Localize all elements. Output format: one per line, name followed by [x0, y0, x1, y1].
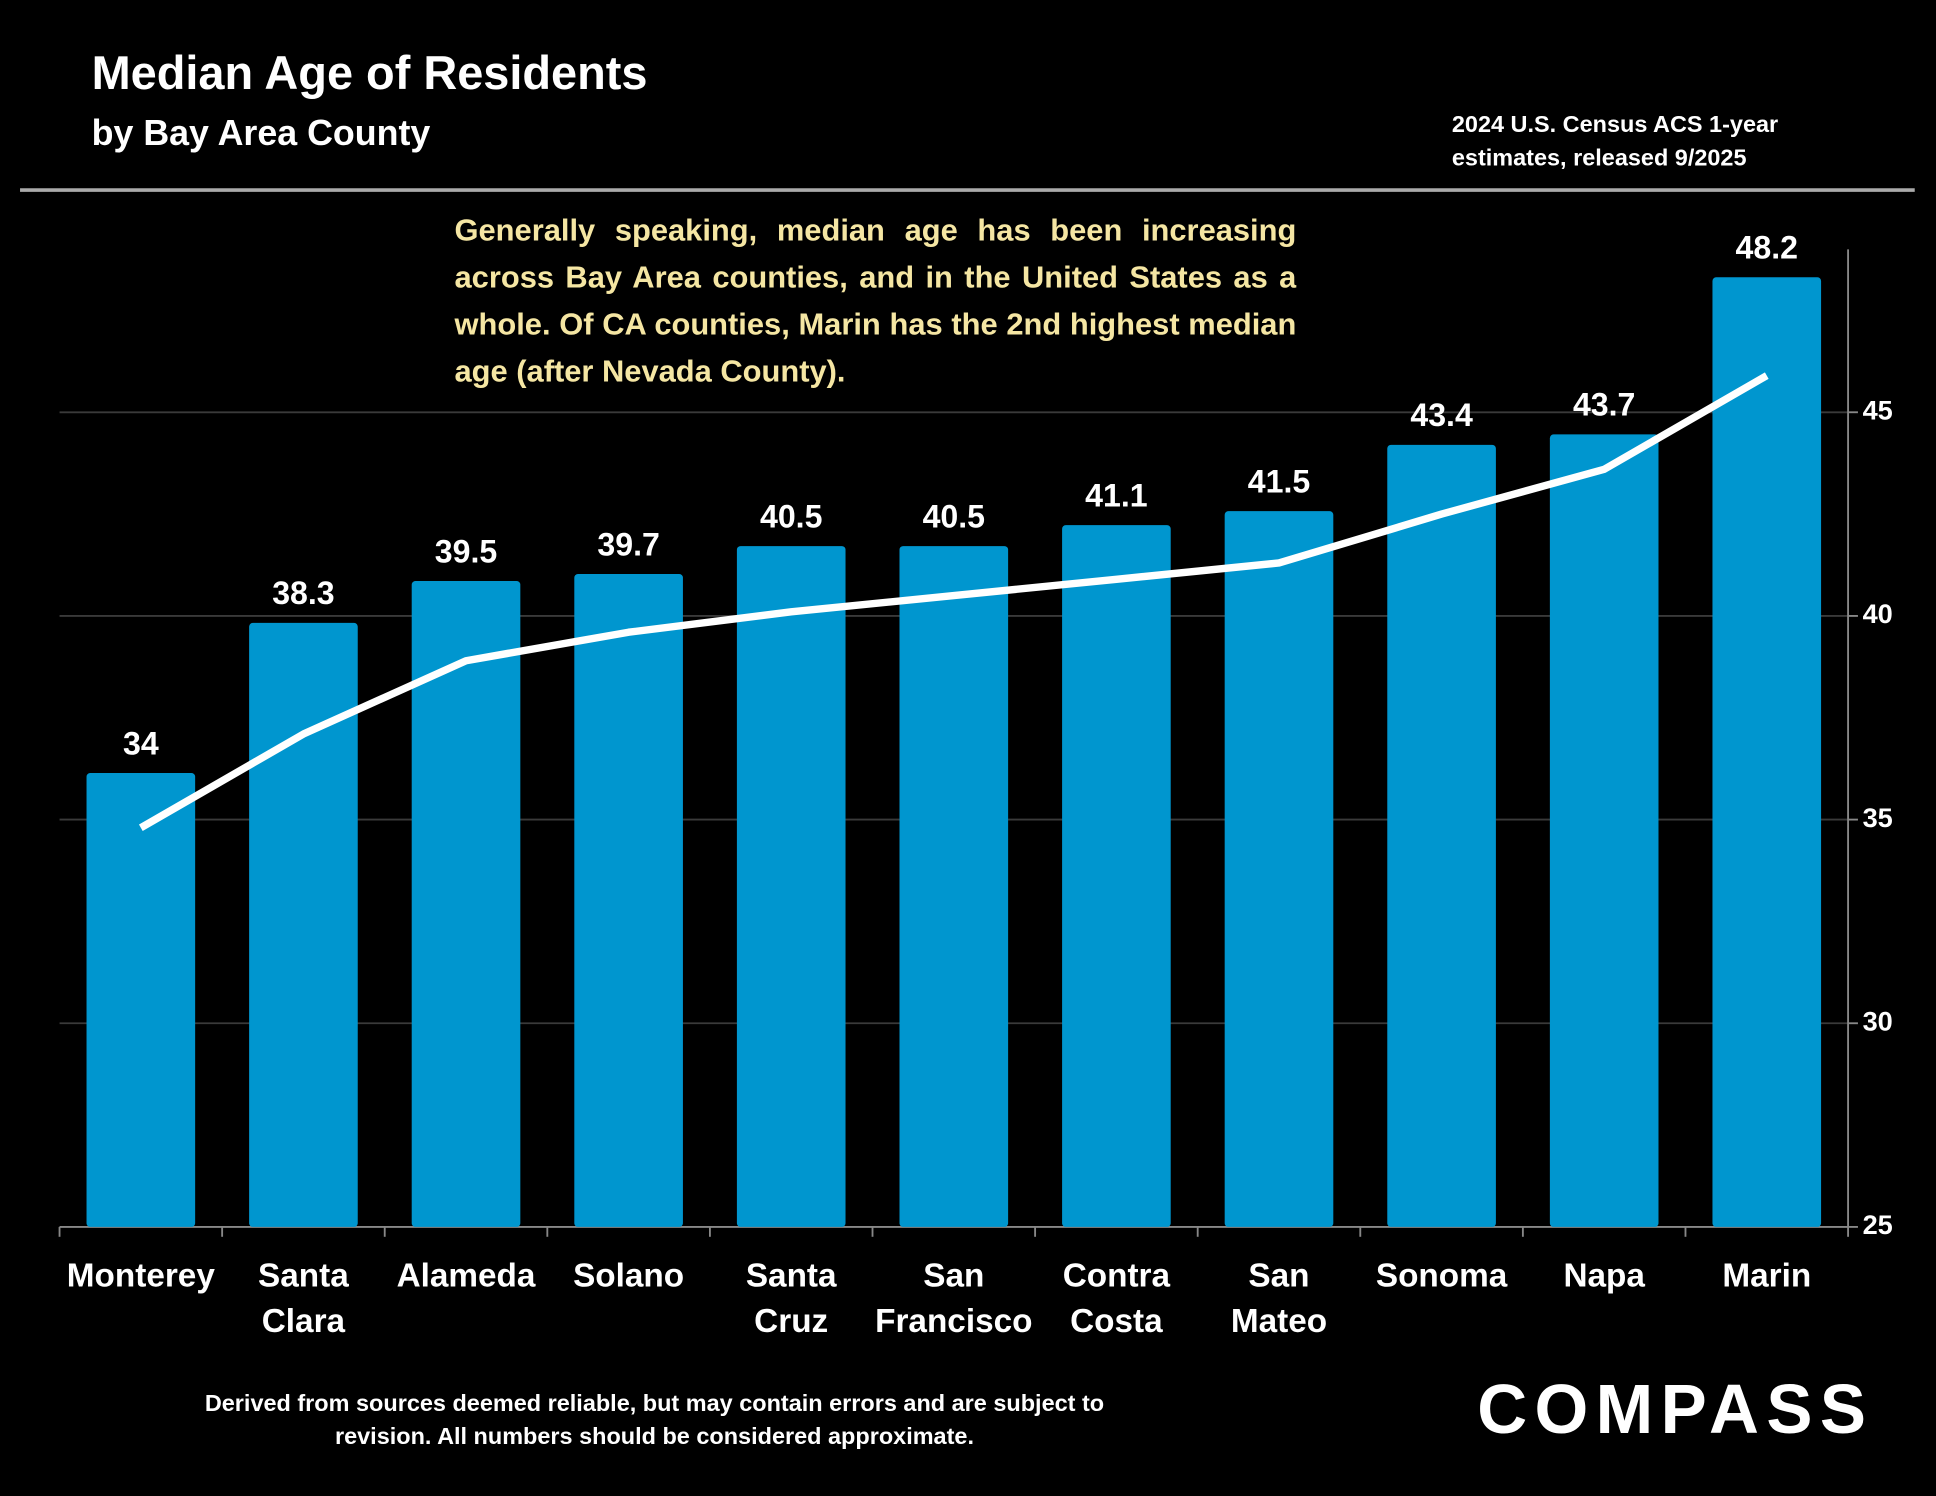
bar	[411, 581, 521, 1227]
y2-tick-label: 40	[1863, 598, 1893, 629]
data-label: 41.5	[1248, 464, 1310, 500]
annotation-box: Generally speaking, median age has been …	[454, 213, 1297, 389]
bar	[249, 622, 358, 1227]
data-label: 40.5	[923, 498, 985, 534]
data-label: 39.7	[597, 526, 659, 562]
x-tick-label: San Mateo	[1231, 1257, 1327, 1340]
plot: 25 30 35 40 45 Monterey Santa Clara Alameda Solan…	[58, 230, 1893, 1340]
x-tick-label: Santa Clara	[258, 1257, 349, 1340]
y2-tick-label: 30	[1863, 1005, 1893, 1036]
data-label: 38.3	[272, 575, 334, 611]
bar	[899, 546, 1009, 1227]
chart-title: Median Age of Residents	[92, 47, 648, 99]
bar	[1387, 444, 1496, 1227]
x-tick-label: Sonoma	[1376, 1257, 1508, 1294]
bar	[86, 773, 196, 1227]
data-label: 41.1	[1085, 477, 1147, 513]
bar	[736, 546, 846, 1227]
x-tick-label: San Francisco	[875, 1257, 1032, 1340]
data-label: 39.5	[435, 533, 497, 569]
footnote: Derived from sources deemed reliable, bu…	[204, 1391, 1105, 1451]
data-label: 48.2	[1736, 230, 1798, 266]
x-tick-label: Solano	[573, 1257, 684, 1294]
x-tick-label: Marin	[1722, 1257, 1811, 1294]
y2-tick-label: 45	[1863, 394, 1893, 425]
data-label: 43.7	[1573, 387, 1635, 423]
bar	[574, 574, 683, 1227]
y2-tick-label: 35	[1863, 802, 1893, 833]
x-tick-label: Contra Costa	[1063, 1257, 1171, 1340]
source-note: 2024 U.S. Census ACS 1-year estimates, r…	[1451, 112, 1779, 172]
brand-logo: COMPASS	[1477, 1370, 1873, 1448]
x-tick-label: Napa	[1563, 1257, 1645, 1294]
annotation: Generally speaking, median age has been …	[454, 213, 1297, 389]
source-box: 2024 U.S. Census ACS 1-year estimates, r…	[1451, 112, 1779, 172]
trend-line	[138, 372, 1769, 831]
footnote-box: Derived from sources deemed reliable, bu…	[204, 1391, 1105, 1451]
data-label: 43.4	[1410, 397, 1473, 433]
data-label: 34	[123, 725, 159, 761]
bar	[1712, 277, 1822, 1227]
data-label: 40.5	[760, 498, 822, 534]
x-tick-label: Santa Cruz	[746, 1257, 837, 1340]
x-tick-label: Monterey	[67, 1257, 216, 1294]
chart-subtitle: by Bay Area County	[92, 113, 431, 153]
bar	[1549, 434, 1659, 1227]
bar	[1062, 525, 1171, 1227]
bar	[1224, 511, 1334, 1227]
y2-tick-label: 25	[1863, 1209, 1893, 1240]
x-tick-label: Alameda	[397, 1257, 536, 1294]
